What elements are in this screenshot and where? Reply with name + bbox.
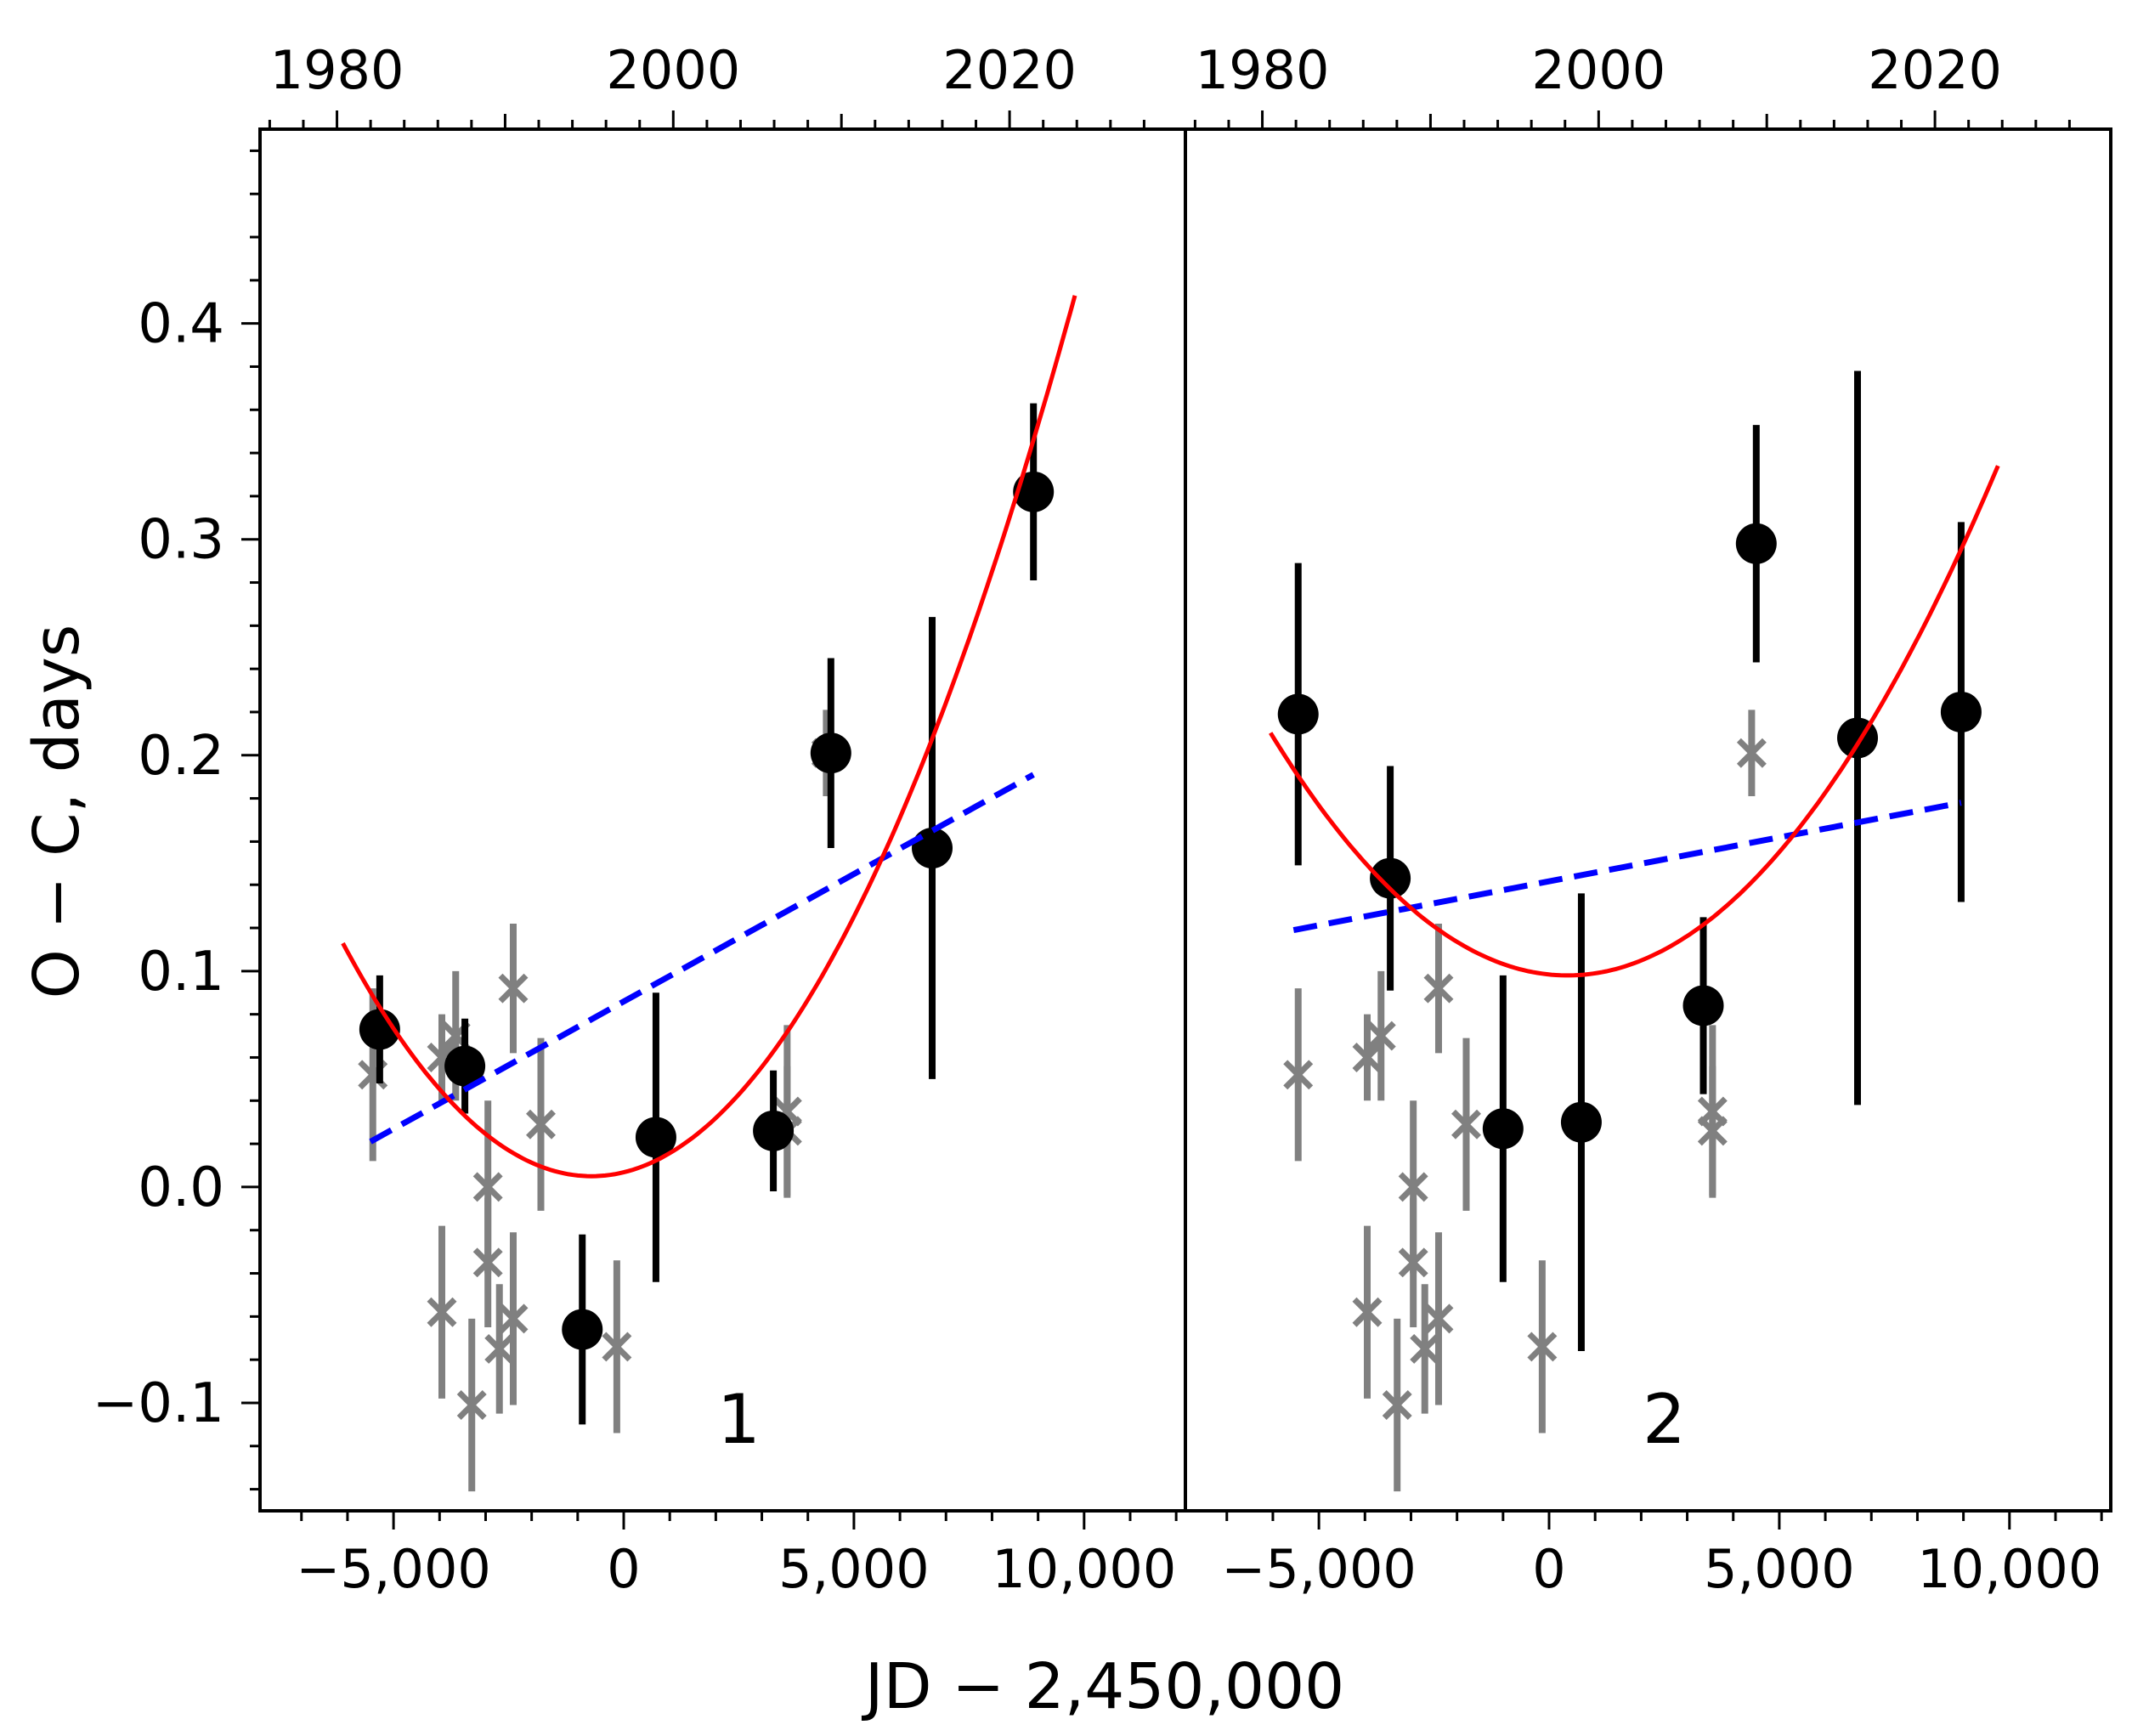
cross-stroke [602,1332,632,1362]
grey-cross-marker [498,973,529,1004]
y-tick-label: 0.4 [138,293,224,356]
x-tick-label: −5,000 [296,1538,490,1600]
cross-stroke [1423,973,1454,1004]
cross-stroke [1451,1109,1481,1139]
cross-stroke [427,1297,457,1327]
cross-stroke [498,1303,529,1334]
top-year-label: 2000 [1531,39,1665,101]
grey-cross-marker [1283,1060,1314,1090]
grey-cross-marker [1451,1109,1481,1139]
black-point-marker [810,732,851,774]
y-axis-label: O − C, days [20,625,93,999]
plot-area [341,295,1077,1492]
y-tick-label: 0.2 [138,725,224,788]
x-tick-label: −5,000 [1221,1538,1416,1600]
cross-stroke [1352,1297,1383,1327]
cross-stroke [472,1172,503,1202]
x-tick-label: 0 [607,1538,640,1600]
cross-stroke [1697,1096,1728,1127]
grey-cross-marker [1398,1247,1428,1278]
black-point-marker [1370,857,1411,899]
panel-number-label: 1 [717,1380,761,1459]
panel-2: −5,000 0 5,000 10,000 1980 2000 2020 2 [1184,39,2112,1600]
black-point-marker [1013,471,1055,512]
cross-stroke [1283,1060,1314,1090]
grey-cross-marker [1366,1021,1396,1051]
grey-cross-marker [472,1172,503,1202]
panel-1: −5,000 0 5,000 10,000 1980 2000 2020 −0.1 0.0 0.1… [93,39,1187,1600]
cross-stroke [1352,1042,1383,1072]
top-year-label: 1980 [1196,39,1330,101]
grey-cross-marker [1382,1390,1412,1420]
linear-fit-line [1292,800,1962,934]
x-tick-label: 5,000 [778,1538,930,1600]
grey-cross-marker [1697,1096,1728,1127]
y-tick-label: 0.3 [138,509,224,572]
cross-stroke [1410,1333,1440,1364]
grey-cross-marker [472,1247,503,1278]
quadratic-fit-curve [341,295,1077,1179]
cross-stroke [456,1390,487,1420]
cross-stroke [1527,1332,1558,1362]
grey-cross-marker [1423,1303,1454,1334]
black-point-marker [444,1045,486,1087]
black-point-marker [1940,691,1982,732]
black-point-marker [912,828,953,869]
grey-cross-marker [1352,1297,1383,1327]
top-year-label: 2000 [606,39,740,101]
x-axis-label: JD − 2,450,000 [862,1650,1344,1723]
top-year-label: 1980 [270,39,404,101]
black-point-marker [1277,693,1319,735]
cross-stroke [498,973,529,1004]
x-tick-label: 0 [1532,1538,1565,1600]
cross-stroke [484,1333,515,1364]
cross-stroke [1398,1247,1428,1278]
y-tick-label: −0.1 [93,1372,224,1435]
grey-cross-marker [456,1390,487,1420]
black-point-marker [1560,1101,1602,1143]
x-tick-label: 10,000 [992,1538,1176,1600]
cross-stroke [427,1042,457,1072]
y-tick-label: 0.1 [138,941,224,1004]
grey-cross-marker [484,1333,515,1364]
grey-cross-marker [498,1303,529,1334]
grey-cross-marker [1410,1333,1440,1364]
panel-frame [1184,127,2112,1513]
cross-stroke [1423,1303,1454,1334]
panel-frame [258,127,1187,1513]
cross-stroke [526,1109,556,1139]
top-year-label: 2020 [1868,39,2002,101]
x-tick-label: 10,000 [1917,1538,2101,1600]
top-year-label: 2020 [942,39,1077,101]
panel-number-label: 2 [1643,1380,1686,1459]
cross-stroke [1736,738,1767,768]
x-tick-label: 5,000 [1704,1538,1855,1600]
cross-stroke [1398,1172,1428,1202]
cross-stroke [472,1247,503,1278]
grey-cross-marker [602,1332,632,1362]
black-point-marker [635,1117,676,1158]
grey-cross-marker [1352,1042,1383,1072]
black-point-marker [1482,1108,1524,1150]
black-point-marker [1682,985,1724,1026]
linear-fit-line [369,772,1035,1145]
grey-cross-marker [1423,973,1454,1004]
cross-stroke [1382,1390,1412,1420]
black-point-marker [562,1309,603,1350]
plot-area [1269,370,2000,1492]
y-tick-label: 0.0 [138,1156,224,1219]
grey-cross-marker [427,1297,457,1327]
quadratic-fit-curve [1269,465,2000,978]
black-point-marker [753,1110,795,1151]
grey-cross-marker [1527,1332,1558,1362]
grey-cross-marker [1398,1172,1428,1202]
grey-cross-marker [526,1109,556,1139]
cross-stroke [1366,1021,1396,1051]
black-point-marker [1735,523,1777,564]
grey-cross-marker [1736,738,1767,768]
